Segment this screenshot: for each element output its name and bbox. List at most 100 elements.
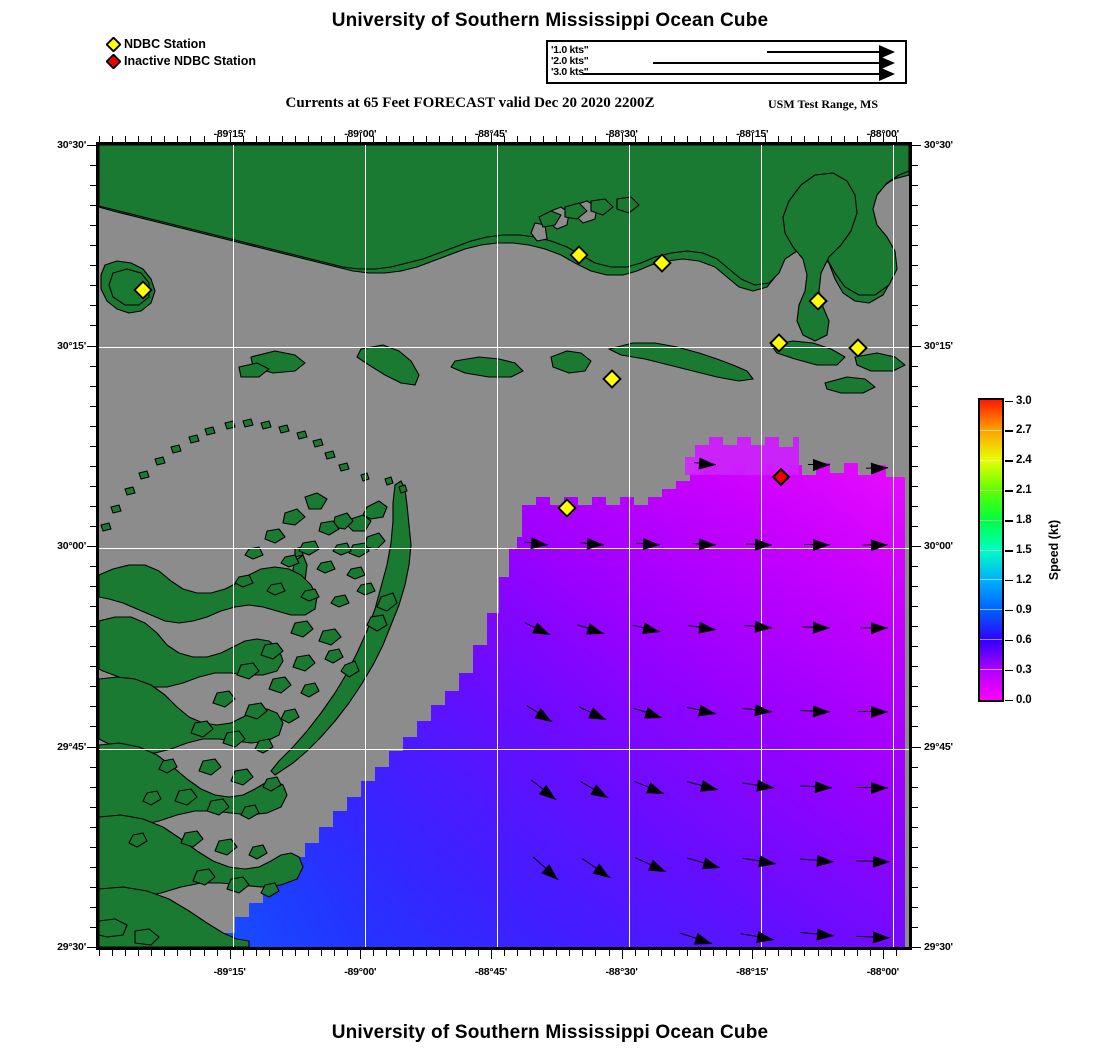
ndbc-station-marker[interactable] — [569, 245, 589, 265]
colorbar-division-line — [980, 609, 1002, 611]
axis-tick-lon — [203, 950, 205, 956]
axis-tick-lon — [726, 950, 728, 956]
chart-subtitle: Currents at 65 Feet FORECAST valid Dec 2… — [285, 95, 655, 111]
gridline-lon--89-15 — [233, 145, 235, 947]
axis-tick-lon — [752, 950, 754, 959]
axis-tick-lon — [595, 950, 597, 956]
ndbc-station-marker[interactable] — [557, 498, 577, 518]
axis-tick-lon — [477, 950, 479, 956]
axis-tick-lat — [912, 245, 918, 247]
axis-tick-lat — [90, 445, 96, 447]
axis-tick-lat — [912, 145, 921, 146]
axis-tick-lon — [699, 950, 701, 956]
axis-tick-lat — [90, 365, 96, 367]
axis-tick-lat — [912, 385, 918, 387]
colorbar-tick — [1005, 400, 1013, 403]
axis-label-lon: -88°45' — [474, 966, 507, 978]
axis-tick-lat — [912, 285, 918, 287]
axis-tick-lat — [912, 626, 918, 628]
axis-tick-lon — [242, 136, 244, 142]
axis-tick-lat — [912, 646, 918, 648]
vector-scale-arrowhead — [879, 56, 895, 70]
axis-tick-lon — [673, 136, 675, 142]
axis-tick-lat — [90, 245, 96, 247]
axis-tick-lon — [125, 136, 127, 142]
axis-tick-lon — [294, 950, 296, 956]
axis-tick-lon — [399, 950, 401, 956]
axis-tick-lon — [830, 136, 832, 142]
axis-tick-lat — [90, 786, 96, 788]
colorbar-tick-label: 1.5 — [1016, 544, 1032, 556]
inactive-ndbc-station-marker[interactable] — [771, 467, 791, 487]
axis-tick-lat — [912, 786, 918, 788]
colorbar-tick-label: 1.2 — [1016, 573, 1032, 586]
ndbc-station-marker[interactable] — [602, 369, 622, 389]
axis-tick-lon — [334, 136, 336, 142]
axis-tick-lon — [791, 136, 793, 142]
axis-tick-lon — [882, 133, 884, 142]
axis-tick-lon — [569, 950, 571, 956]
axis-tick-lon — [713, 136, 715, 142]
coastline-land — [99, 145, 909, 947]
axis-tick-lat — [912, 686, 918, 688]
colorbar-division-line — [980, 429, 1002, 431]
axis-tick-lon — [360, 950, 362, 959]
axis-tick-lon — [321, 950, 323, 956]
axis-tick-lon — [321, 136, 323, 142]
axis-tick-lat — [90, 686, 96, 688]
axis-tick-lat — [90, 766, 96, 768]
axis-tick-lon — [190, 950, 192, 956]
axis-tick-lon — [334, 950, 336, 956]
station-layer — [99, 145, 909, 947]
axis-tick-lat — [90, 866, 96, 868]
ndbc-station-marker[interactable] — [133, 280, 153, 300]
axis-tick-lat — [90, 826, 96, 828]
axis-tick-lon — [869, 950, 871, 956]
ndbc-station-marker[interactable] — [808, 291, 828, 311]
axis-tick-lon — [151, 950, 153, 956]
ndbc-station-marker[interactable] — [848, 338, 868, 358]
axis-tick-lon — [608, 950, 610, 956]
colorbar-division-line — [980, 489, 1002, 491]
axis-tick-lon — [151, 136, 153, 142]
axis-tick-lat — [90, 485, 96, 487]
axis-tick-lon — [765, 136, 767, 142]
gridline-lon--89-00 — [365, 145, 367, 947]
gridline-lon--88-45 — [497, 145, 499, 947]
axis-tick-lat — [87, 345, 96, 347]
axis-tick-lat — [912, 265, 918, 267]
axis-tick-lat — [912, 305, 918, 307]
axis-label-lat: 30°00' — [57, 540, 86, 552]
axis-tick-lon — [425, 950, 427, 956]
colorbar-tick — [1005, 460, 1013, 462]
axis-tick-lon — [125, 950, 127, 956]
ndbc-station-marker[interactable] — [769, 333, 789, 353]
axis-tick-lon — [856, 950, 858, 956]
axis-tick-lat — [912, 866, 918, 868]
axis-tick-lon — [255, 136, 257, 142]
axis-tick-lon — [686, 136, 688, 142]
axis-tick-lat — [912, 165, 918, 167]
axis-tick-lat — [912, 906, 918, 908]
axis-tick-lon — [569, 136, 571, 142]
axis-tick-lon — [804, 136, 806, 142]
axis-tick-lat — [912, 325, 918, 327]
axis-tick-lat — [90, 405, 96, 407]
axis-tick-lon — [229, 133, 231, 142]
colorbar-tick — [1005, 430, 1013, 432]
axis-tick-lon — [804, 950, 806, 956]
axis-tick-lat — [90, 626, 96, 628]
colorbar-tick-label: 0.6 — [1016, 633, 1032, 646]
ndbc-station-marker[interactable] — [652, 253, 672, 273]
axis-tick-lat — [90, 806, 96, 808]
colorbar-title: Speed (kt) — [1047, 519, 1061, 581]
axis-tick-lat — [90, 606, 96, 608]
map-plot-area[interactable] — [96, 142, 912, 950]
axis-label-lon: -89°00' — [344, 128, 377, 140]
axis-tick-lon — [438, 950, 440, 956]
axis-tick-lon — [112, 136, 114, 142]
axis-tick-lon — [817, 950, 819, 956]
axis-tick-lon — [164, 950, 166, 956]
vector-scale-row: '3.0 kts" — [548, 67, 905, 81]
axis-tick-lat — [90, 505, 96, 507]
